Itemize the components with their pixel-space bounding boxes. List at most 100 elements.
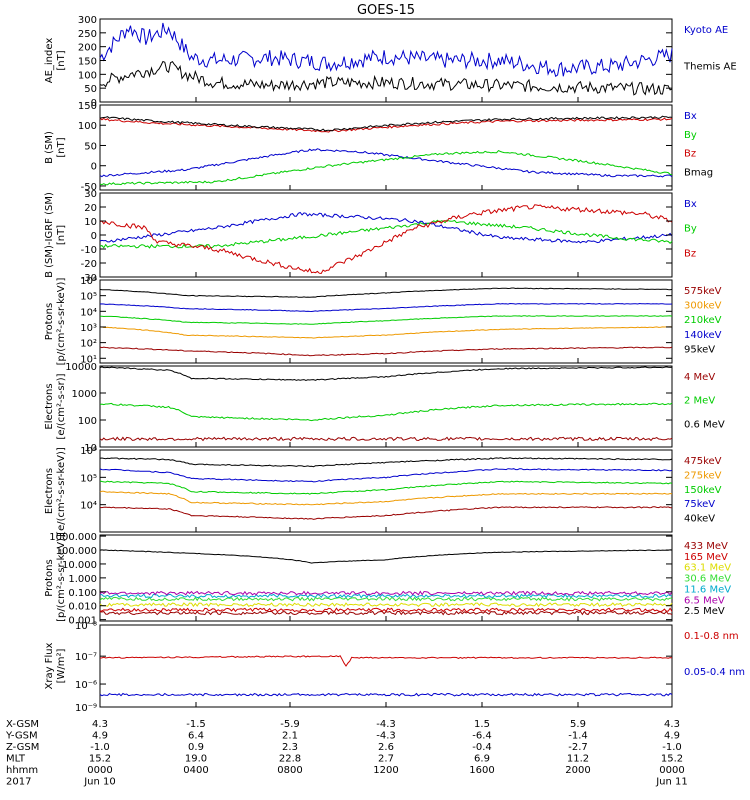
y-tick-label: 10⁶	[80, 446, 97, 457]
x-row-value: 0400	[183, 765, 208, 776]
legend-label: Bz	[684, 248, 696, 259]
x-row-value: -1.0	[90, 742, 110, 753]
legend-label: Bz	[684, 149, 696, 160]
panel-frame	[99, 192, 673, 278]
legend-label: 63.1 MeV	[684, 563, 731, 574]
y-tick-label: 0	[91, 231, 97, 242]
series-line	[99, 204, 673, 275]
y-axis-label: B (SM)	[44, 131, 55, 164]
series-line	[99, 549, 673, 564]
legend-label: By	[684, 224, 697, 235]
x-row-value: Jun 11	[655, 777, 688, 788]
y-axis-label: AE_index	[44, 38, 55, 84]
series-line	[99, 115, 673, 132]
series-line	[99, 468, 673, 483]
y-tick-label: 10⁻⁹	[75, 703, 97, 714]
series-line	[99, 436, 673, 442]
y-tick-label: 10⁴	[80, 501, 97, 512]
y-axis-label: Xray Flux	[44, 642, 55, 689]
legend-label: 0.1-0.8 nm	[684, 631, 739, 642]
x-row-value: -5.9	[280, 719, 300, 730]
panel-3: Bx By Bz 30 20 10 0 -10 -20 -30 B (SM)-IGRF (SM) [n…	[44, 189, 697, 284]
y-axis-label: [e/(cm²-s-sr-keV)]	[56, 447, 67, 535]
legend-label: 150keV	[684, 485, 722, 496]
x-row-value: 0000	[87, 765, 112, 776]
y-tick-label: 10⁵	[80, 292, 97, 303]
legend-label: 300keV	[684, 301, 722, 312]
x-row-label: Z-GSM	[6, 742, 39, 753]
legend-label: 95keV	[684, 344, 715, 355]
x-row-value: -0.4	[472, 742, 492, 753]
series-line	[99, 593, 673, 599]
y-tick-label: 0.100	[68, 588, 97, 599]
legend-label: Bmag	[684, 167, 713, 178]
panel-frame	[99, 534, 673, 622]
series-line	[99, 219, 673, 249]
y-tick-label: 10.000	[62, 560, 97, 571]
legend-label: 2.5 MeV	[684, 606, 725, 617]
series-line	[99, 366, 673, 382]
legend-label: 210keV	[684, 315, 722, 326]
y-tick-label: 10⁵	[80, 473, 97, 484]
y-axis-label: Protons	[44, 303, 55, 340]
x-row-value: 2.7	[378, 754, 394, 765]
x-row-value: -4.3	[376, 719, 396, 730]
legend-label: 4 MeV	[684, 372, 715, 383]
series-line	[99, 302, 673, 313]
panel-1: Kyoto AE Themis AE 300 250 200 150 100 50 0 AE_in…	[44, 15, 737, 109]
y-tick-label: 150	[78, 101, 97, 112]
y-tick-label: 250	[78, 29, 97, 40]
x-row-label: 2017	[6, 777, 31, 788]
x-row-value: 6.4	[188, 731, 204, 742]
x-row-value: 0800	[277, 765, 302, 776]
x-row-value: Jun 10	[83, 777, 116, 788]
panel-frame	[99, 365, 673, 448]
panel-2: Bx By Bz Bmag 150 100 50 0 -50 B (SM) [nT]	[44, 101, 713, 193]
y-tick-label: 100.000	[56, 546, 97, 557]
x-axis-table: X-GSM 4.3 -1.5 -5.9 -4.3 1.5 5.9 4.3 Y-GSM 4.9 6.4…	[5, 719, 688, 788]
x-row-value: 11.2	[567, 754, 589, 765]
y-axis-label: [W/m²]	[56, 648, 67, 683]
y-axis-label: Electrons	[44, 468, 55, 514]
x-row-value: 6.9	[474, 754, 490, 765]
x-row-value: -1.5	[186, 719, 206, 730]
series-line	[99, 607, 673, 613]
series-line	[99, 692, 673, 697]
y-tick-label: 10⁻⁸	[75, 621, 97, 632]
series-line	[99, 590, 673, 596]
x-row-value: -2.7	[568, 742, 588, 753]
y-tick-label: 10¹	[80, 354, 97, 365]
y-tick-label: 1000	[72, 389, 97, 400]
y-tick-label: 0	[91, 98, 97, 109]
legend-label: Themis AE	[683, 62, 737, 73]
y-axis-label: [nT]	[56, 137, 67, 157]
series-line	[99, 60, 673, 96]
x-row-value: 0.9	[188, 742, 204, 753]
x-row-value: -4.3	[376, 731, 396, 742]
series-line	[99, 148, 673, 178]
series-line	[99, 326, 673, 339]
y-tick-label: 10⁶	[80, 276, 97, 287]
legend-label: 2 MeV	[684, 396, 715, 407]
series-line	[99, 315, 673, 325]
panel-8: 0.1-0.8 nm 0.05-0.4 nm 10⁻⁸ 10⁻⁷ 10⁻⁶ 10⁻⁹ Xra…	[44, 621, 745, 714]
x-row-value: 4.3	[92, 719, 108, 730]
legend-label: Bx	[684, 111, 697, 122]
y-axis-label: [p/(cm²-s-sr-keV)]	[56, 278, 67, 366]
panel-4: 575keV 300keV 210keV 140keV 95keV 10⁶ 10⁵ 10⁴ 10…	[44, 276, 722, 365]
series-line	[99, 490, 673, 506]
y-tick-label: 300	[78, 15, 97, 26]
y-tick-label: 10⁻⁷	[75, 652, 97, 663]
y-tick-label: 0.001	[68, 616, 97, 627]
y-tick-label: 30	[84, 189, 97, 200]
x-row-value: 15.2	[89, 754, 111, 765]
x-row-value: 22.8	[279, 754, 301, 765]
x-row-value: 19.0	[185, 754, 207, 765]
y-tick-label: 0.010	[68, 602, 97, 613]
series-line	[99, 211, 673, 244]
x-row-value: 1600	[469, 765, 494, 776]
y-tick-label: -20	[81, 259, 97, 270]
y-tick-label: 50	[84, 84, 97, 95]
y-tick-label: 10⁴	[80, 307, 97, 318]
